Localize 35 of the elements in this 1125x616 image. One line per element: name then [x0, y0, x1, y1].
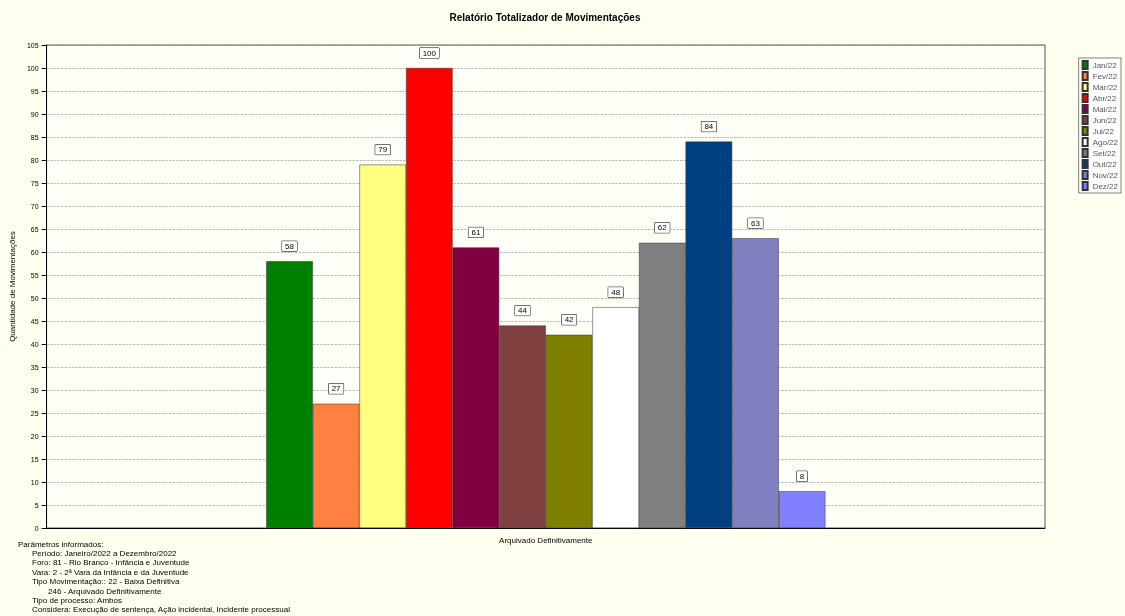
legend-label: Set/22 [1092, 148, 1117, 158]
text: Tipo Movimentação:: 22 - Baixa Definitiva [32, 577, 180, 587]
text: Parâmetros informados: [18, 539, 104, 549]
data-label: 100 [422, 48, 437, 58]
legend-label: Dez/22 [1092, 181, 1119, 191]
legend-label: Mai/22 [1092, 104, 1118, 114]
data-label: 42 [564, 315, 575, 325]
legend-label: Nov/22 [1092, 170, 1119, 180]
text: Foro: 81 - Rio Branco - Infância e Juventude [32, 558, 190, 568]
data-label: 79 [378, 145, 388, 155]
data-label: 61 [471, 227, 481, 237]
legend-label: Fev/22 [1092, 71, 1118, 81]
data-label: 63 [751, 218, 761, 228]
legend-label: Jul/22 [1092, 126, 1115, 136]
x-tick-label: Arquivado Definitivamente [499, 535, 594, 545]
data-label: 27 [331, 384, 342, 394]
chart-title: Relatório Totalizador de Movimentações [449, 11, 641, 23]
legend-label: Ago/22 [1092, 137, 1119, 147]
legend-label: Abr/22 [1092, 93, 1117, 103]
data-label: 8 [799, 471, 805, 481]
text: Vara: 2 - 2ª Vara da Infância e da Juventude [32, 567, 190, 577]
y-axis-title: Quantidade de Movimentações [7, 231, 17, 342]
legend-label: Jan/22 [1092, 60, 1118, 70]
data-label: 58 [285, 241, 295, 251]
text: Tipo de processo: Ambos [32, 595, 122, 605]
legend-label: Out/22 [1092, 159, 1118, 169]
data-label: 44 [518, 306, 528, 316]
text: 246 - Arquivado Definitivamente [48, 586, 162, 596]
text: Período: Janeiro/2022 a Dezembro/2022 [32, 548, 178, 558]
data-label: 84 [704, 122, 714, 132]
data-label: 48 [611, 287, 621, 297]
legend-label: Jun/22 [1092, 115, 1118, 125]
data-label: 62 [657, 223, 668, 233]
legend-label: Mar/22 [1092, 82, 1119, 92]
text: Considera: Execução de sentença, Ação incidental, Incidente processual [32, 605, 291, 615]
